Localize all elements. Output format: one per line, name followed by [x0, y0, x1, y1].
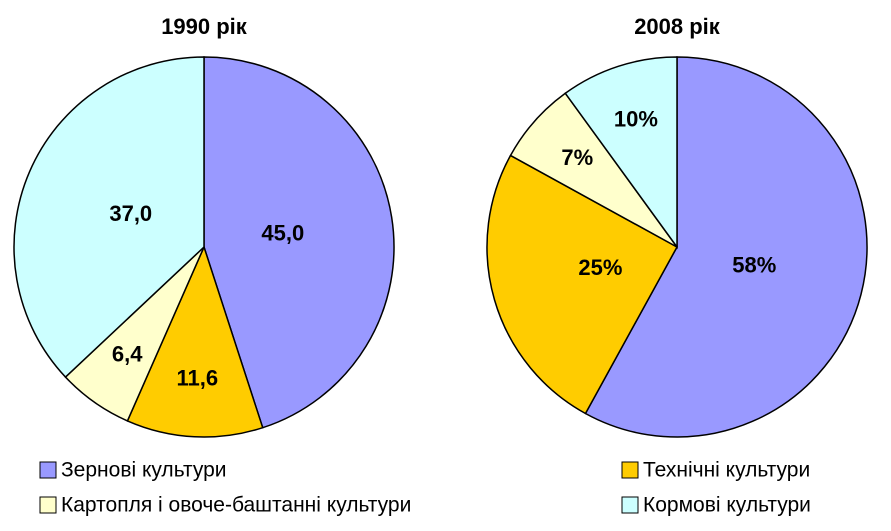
legend-label: Картопля і овоче-баштанні культури [61, 494, 411, 517]
pie-slice [203, 56, 395, 429]
data-label: 37,0 [109, 201, 152, 226]
data-label: 45,0 [261, 220, 304, 245]
legend-label: Технічні культури [643, 459, 810, 482]
pie-slice [486, 154, 679, 415]
legend-label: Зернові культури [61, 459, 227, 482]
pie-slice [564, 56, 678, 250]
chart-title: 1990 рік [161, 14, 248, 39]
data-label: 6,4 [112, 341, 143, 366]
pie-slice [13, 56, 205, 379]
data-label: 7% [561, 145, 593, 170]
legend-label: Кормові культури [643, 494, 811, 517]
legend-swatch [621, 496, 639, 514]
chart-title: 2008 рік [634, 14, 721, 39]
data-label: 11,6 [177, 366, 219, 391]
data-label: 25% [578, 255, 622, 280]
legend-swatch [39, 496, 57, 514]
data-label: 10% [614, 106, 658, 131]
data-label: 58% [732, 253, 776, 278]
pie-slice [584, 56, 868, 438]
legend-swatch [621, 461, 639, 479]
pie-slice [126, 244, 264, 438]
legend-swatch [39, 461, 57, 479]
